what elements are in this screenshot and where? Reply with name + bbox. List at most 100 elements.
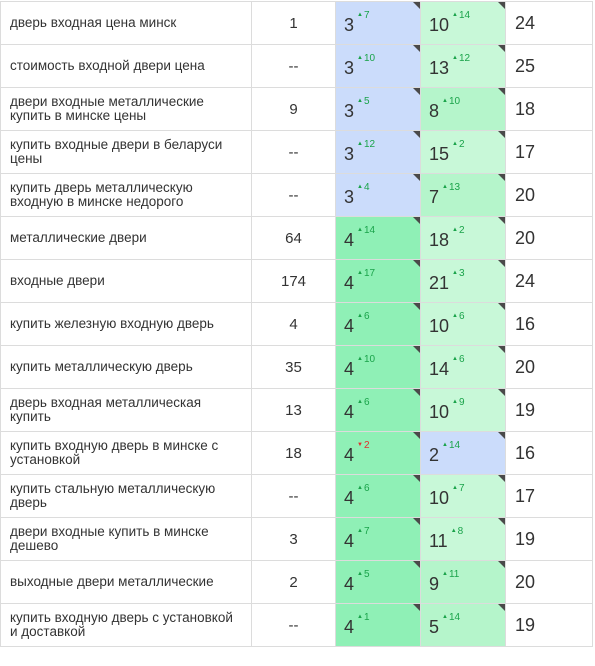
arrow-up-icon: ▲: [442, 442, 448, 448]
frequency-cell: 2: [251, 560, 336, 604]
position-change: ▲4: [357, 182, 370, 193]
position-change: ▲7: [357, 10, 370, 21]
position-value: 3: [344, 144, 355, 164]
position-value: 7: [429, 187, 440, 207]
position-cell-1[interactable]: 4 ▲6: [335, 474, 421, 518]
position-cell-2[interactable]: 10 ▲9: [420, 388, 506, 432]
position-value: 4: [344, 316, 355, 336]
position-value: 3: [344, 101, 355, 121]
position-cell-2[interactable]: 18 ▲2: [420, 216, 506, 260]
table-row: купить дверь металлическую входную в мин…: [0, 173, 593, 217]
position-cell-2[interactable]: 11 ▲8: [420, 517, 506, 561]
position-change: ▲6: [452, 354, 465, 365]
position-cell-1[interactable]: 4 ▲1: [335, 603, 421, 647]
position-cell-1[interactable]: 4 ▲10: [335, 345, 421, 389]
table-row: купить входные двери в беларуси цены -- 3 ▲…: [0, 130, 593, 174]
position-cell-1[interactable]: 4 ▲5: [335, 560, 421, 604]
position-cell-1[interactable]: 4 ▲6: [335, 388, 421, 432]
keyword-cell: купить входные двери в беларуси цены: [0, 130, 252, 174]
position-cell-1[interactable]: 3 ▲10: [335, 44, 421, 88]
arrow-up-icon: ▲: [452, 55, 458, 61]
position-cell-1[interactable]: 3 ▲7: [335, 1, 421, 45]
position-change: ▲10: [357, 53, 375, 64]
table-row: купить входную дверь в минске с установк…: [0, 431, 593, 475]
position-cell-2[interactable]: 21 ▲3: [420, 259, 506, 303]
position-cell-2[interactable]: 9 ▲11: [420, 560, 506, 604]
position-change: ▲13: [442, 182, 460, 193]
arrow-up-icon: ▲: [357, 571, 363, 577]
keyword-cell: металлические двери: [0, 216, 252, 260]
position-cell-1[interactable]: 4 ▲7: [335, 517, 421, 561]
arrow-up-icon: ▲: [357, 313, 363, 319]
position-change-value: 10: [363, 53, 376, 64]
keyword-cell: двери входные купить в минске дешево: [0, 517, 252, 561]
arrow-up-icon: ▲: [357, 270, 363, 276]
position-cell-1[interactable]: 3 ▲5: [335, 87, 421, 131]
position-change: ▲3: [452, 268, 465, 279]
corner-marker-icon: [498, 45, 505, 52]
corner-marker-icon: [498, 260, 505, 267]
position-cell-1[interactable]: 3 ▲12: [335, 130, 421, 174]
position-cell-1[interactable]: 4 ▲17: [335, 259, 421, 303]
frequency-cell: --: [251, 603, 336, 647]
position-change-value: 5: [363, 569, 370, 580]
frequency-cell: 35: [251, 345, 336, 389]
position-change: ▲17: [357, 268, 375, 279]
position-cell-2[interactable]: 8 ▲10: [420, 87, 506, 131]
position-value: 10: [429, 402, 450, 422]
keyword-cell: двери входные металлические купить в мин…: [0, 87, 252, 131]
total-cell: 19: [505, 517, 593, 561]
total-cell: 19: [505, 388, 593, 432]
position-value: 4: [344, 574, 355, 594]
arrow-up-icon: ▲: [357, 399, 363, 405]
position-cell-2[interactable]: 2 ▲14: [420, 431, 506, 475]
position-change: ▲6: [357, 311, 370, 322]
position-cell-2[interactable]: 5 ▲14: [420, 603, 506, 647]
keyword-cell: стоимость входной двери цена: [0, 44, 252, 88]
position-cell-1[interactable]: 3 ▲4: [335, 173, 421, 217]
corner-marker-icon: [498, 346, 505, 353]
frequency-cell: 18: [251, 431, 336, 475]
corner-marker-icon: [498, 389, 505, 396]
frequency-cell: 64: [251, 216, 336, 260]
position-cell-2[interactable]: 7 ▲13: [420, 173, 506, 217]
position-change-value: 6: [458, 354, 465, 365]
position-value: 3: [344, 187, 355, 207]
keyword-cell: купить входную дверь в минске с установк…: [0, 431, 252, 475]
corner-marker-icon: [413, 475, 420, 482]
position-value: 9: [429, 574, 440, 594]
position-cell-2[interactable]: 10 ▲14: [420, 1, 506, 45]
corner-marker-icon: [413, 432, 420, 439]
total-cell: 24: [505, 1, 593, 45]
position-cell-2[interactable]: 10 ▲7: [420, 474, 506, 518]
table-row: двери входные металлические купить в мин…: [0, 87, 593, 131]
position-change-value: 14: [448, 440, 461, 451]
corner-marker-icon: [498, 88, 505, 95]
frequency-cell: 174: [251, 259, 336, 303]
arrow-up-icon: ▲: [452, 356, 458, 362]
corner-marker-icon: [498, 561, 505, 568]
position-cell-2[interactable]: 10 ▲6: [420, 302, 506, 346]
arrow-up-icon: ▲: [452, 141, 458, 147]
corner-marker-icon: [498, 303, 505, 310]
position-cell-2[interactable]: 14 ▲6: [420, 345, 506, 389]
position-change: ▼2: [357, 440, 370, 451]
position-cell-2[interactable]: 15 ▲2: [420, 130, 506, 174]
position-cell-1[interactable]: 4 ▲6: [335, 302, 421, 346]
position-change: ▲14: [442, 612, 460, 623]
position-cell-1[interactable]: 4 ▲14: [335, 216, 421, 260]
position-value: 21: [429, 273, 450, 293]
position-cell-2[interactable]: 13 ▲12: [420, 44, 506, 88]
arrow-up-icon: ▲: [357, 356, 363, 362]
position-cell-1[interactable]: 4 ▼2: [335, 431, 421, 475]
position-change-value: 1: [363, 612, 370, 623]
corner-marker-icon: [413, 561, 420, 568]
keyword-cell: купить дверь металлическую входную в мин…: [0, 173, 252, 217]
position-value: 8: [429, 101, 440, 121]
position-value: 4: [344, 488, 355, 508]
frequency-cell: --: [251, 173, 336, 217]
position-value: 4: [344, 617, 355, 637]
total-cell: 18: [505, 87, 593, 131]
position-value: 4: [344, 402, 355, 422]
table-row: купить стальную металлическую дверь -- 4 ▲6…: [0, 474, 593, 518]
